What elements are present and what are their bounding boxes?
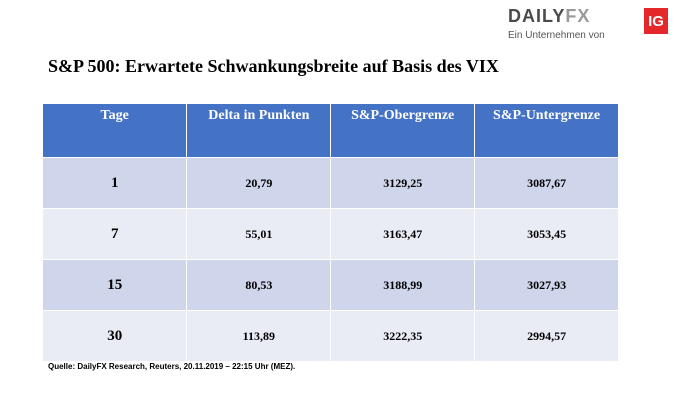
logo-word-fx: FX	[565, 6, 591, 26]
cell-lower: 2994,57	[474, 310, 619, 361]
header-delta: Delta in Punkten	[186, 104, 332, 158]
cell-delta: 55,01	[186, 208, 332, 260]
dailyfx-logo: DAILYFX IG Ein Unternehmen von	[508, 6, 668, 46]
cell-upper: 3188,99	[330, 259, 476, 311]
cell-upper: 3129,25	[330, 157, 476, 209]
header-upper: S&P-Obergrenze	[330, 104, 476, 158]
logo-word-daily: DAILY	[508, 6, 566, 26]
table-row: 30 113,89 3222,35 2994,57	[43, 310, 619, 361]
cell-lower: 3027,93	[474, 259, 619, 311]
ig-logo-icon: IG	[644, 8, 668, 34]
header-lower: S&P-Untergrenze	[474, 104, 619, 158]
cell-days: 7	[43, 208, 188, 260]
volatility-table: Tage Delta in Punkten S&P-Obergrenze S&P…	[43, 104, 619, 361]
cell-days: 15	[43, 259, 188, 311]
logo-wordmark: DAILYFX	[508, 6, 590, 27]
table-row: 1 20,79 3129,25 3087,67	[43, 157, 619, 209]
source-note: Quelle: DailyFX Research, Reuters, 20.11…	[48, 362, 296, 371]
table-header-row: Tage Delta in Punkten S&P-Obergrenze S&P…	[43, 104, 619, 158]
cell-lower: 3053,45	[474, 208, 619, 260]
cell-lower: 3087,67	[474, 157, 619, 209]
cell-delta: 80,53	[186, 259, 332, 311]
cell-days: 1	[43, 157, 188, 209]
logo-tagline: Ein Unternehmen von	[508, 30, 605, 41]
cell-delta: 20,79	[186, 157, 332, 209]
header-days: Tage	[43, 104, 188, 158]
page-title: S&P 500: Erwartete Schwankungsbreite auf…	[48, 56, 499, 76]
table-row: 7 55,01 3163,47 3053,45	[43, 208, 619, 260]
cell-upper: 3163,47	[330, 208, 476, 260]
table-row: 15 80,53 3188,99 3027,93	[43, 259, 619, 311]
cell-days: 30	[43, 310, 188, 361]
cell-upper: 3222,35	[330, 310, 476, 361]
cell-delta: 113,89	[186, 310, 332, 361]
